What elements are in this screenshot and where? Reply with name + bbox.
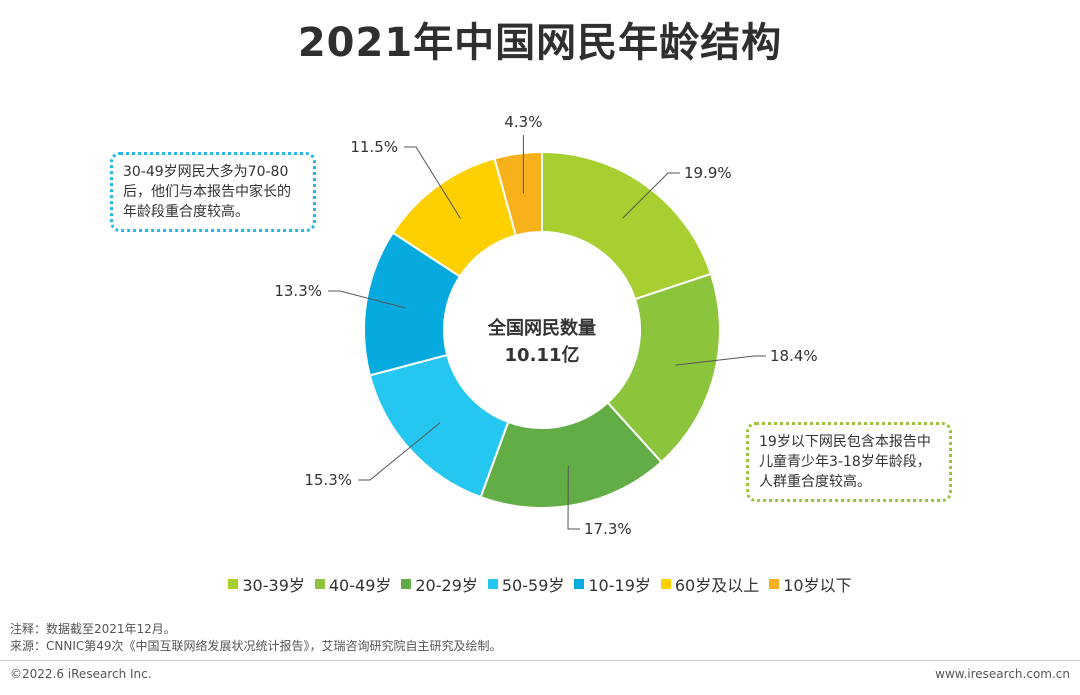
- data-label-20-29: 17.3%: [584, 520, 632, 538]
- donut-slice-40-49: [606, 272, 721, 464]
- donut-chart: 19.9% 18.4% 17.3% 15.3% 13.3% 11.5% 4.3% 全国网民数…: [274, 113, 818, 538]
- data-label-60: 11.5%: [350, 138, 398, 156]
- leader-line-30-39: [622, 172, 680, 219]
- center-label-line1: 全国网民数量: [487, 317, 596, 339]
- legend-swatch: [660, 579, 671, 589]
- legend-label: 40-49岁: [328, 576, 392, 595]
- donut-slice-10: [493, 150, 543, 237]
- legend-swatch: [769, 579, 780, 589]
- legend-item: 60岁及以上: [660, 572, 760, 596]
- legend-label: 30-39岁: [242, 576, 305, 595]
- data-label-30-39: 19.9%: [684, 164, 732, 182]
- footnote-source: 来源：CNNIC第49次《中国互联网络发展状况统计报告》，艾瑞咨询研究院自主研究…: [10, 639, 502, 653]
- leader-line-40-49: [675, 355, 766, 366]
- data-label-40-49: 18.4%: [770, 347, 818, 365]
- legend-label: 10-19岁: [588, 576, 651, 595]
- legend-swatch: [401, 579, 412, 589]
- note-callout-left: 30-49岁网民大多为70-80后，他们与本报告中家长的年龄段重合度较高。: [110, 152, 316, 232]
- legend-swatch: [314, 579, 325, 589]
- data-label-10-19: 13.3%: [274, 282, 322, 300]
- data-label-50-59: 15.3%: [304, 471, 352, 489]
- legend-item: 50-59岁: [487, 572, 565, 596]
- legend-swatch: [574, 579, 585, 589]
- legend-item: 20-29岁: [401, 572, 478, 596]
- chart-title: 2021年中国网民年龄结构: [297, 20, 783, 66]
- note-callout-right: 19岁以下网民包含本报告中儿童青少年3-18岁年龄段，人群重合度较高。: [746, 422, 952, 502]
- center-label-line2: 10.11亿: [505, 344, 580, 366]
- donut-slice-50-59: [368, 353, 510, 499]
- donut-slice-20-29: [479, 401, 663, 509]
- leader-line-50-59: [358, 422, 441, 481]
- footer-website: www.iresearch.com.cn: [935, 667, 1070, 681]
- footer-copyright: ©2022.6 iResearch Inc.: [10, 667, 152, 681]
- footnote-note: 注释：数据截至2021年12月。: [10, 622, 176, 636]
- legend-label: 60岁及以上: [674, 576, 760, 595]
- leader-line-10-19: [328, 290, 406, 309]
- legend-item: 40-49岁: [314, 572, 392, 596]
- leader-line-20-29: [567, 465, 580, 530]
- legend-item: 30-39岁: [228, 572, 305, 596]
- footer-divider: [0, 660, 1080, 661]
- legend-label: 10岁以下: [783, 576, 852, 595]
- data-label-10: 4.3%: [504, 113, 542, 131]
- legend-item: 10岁以下: [769, 572, 852, 596]
- legend-item: 10-19岁: [574, 572, 651, 596]
- legend: 30-39岁 40-49岁 20-29岁 50-59岁 10-19岁 60岁及以…: [0, 572, 1080, 596]
- legend-label: 50-59岁: [501, 576, 565, 595]
- donut-slice-30-39: [541, 150, 713, 301]
- legend-swatch: [487, 579, 498, 589]
- leader-line-60: [404, 146, 461, 219]
- legend-label: 20-29岁: [415, 576, 478, 595]
- legend-swatch: [228, 579, 239, 589]
